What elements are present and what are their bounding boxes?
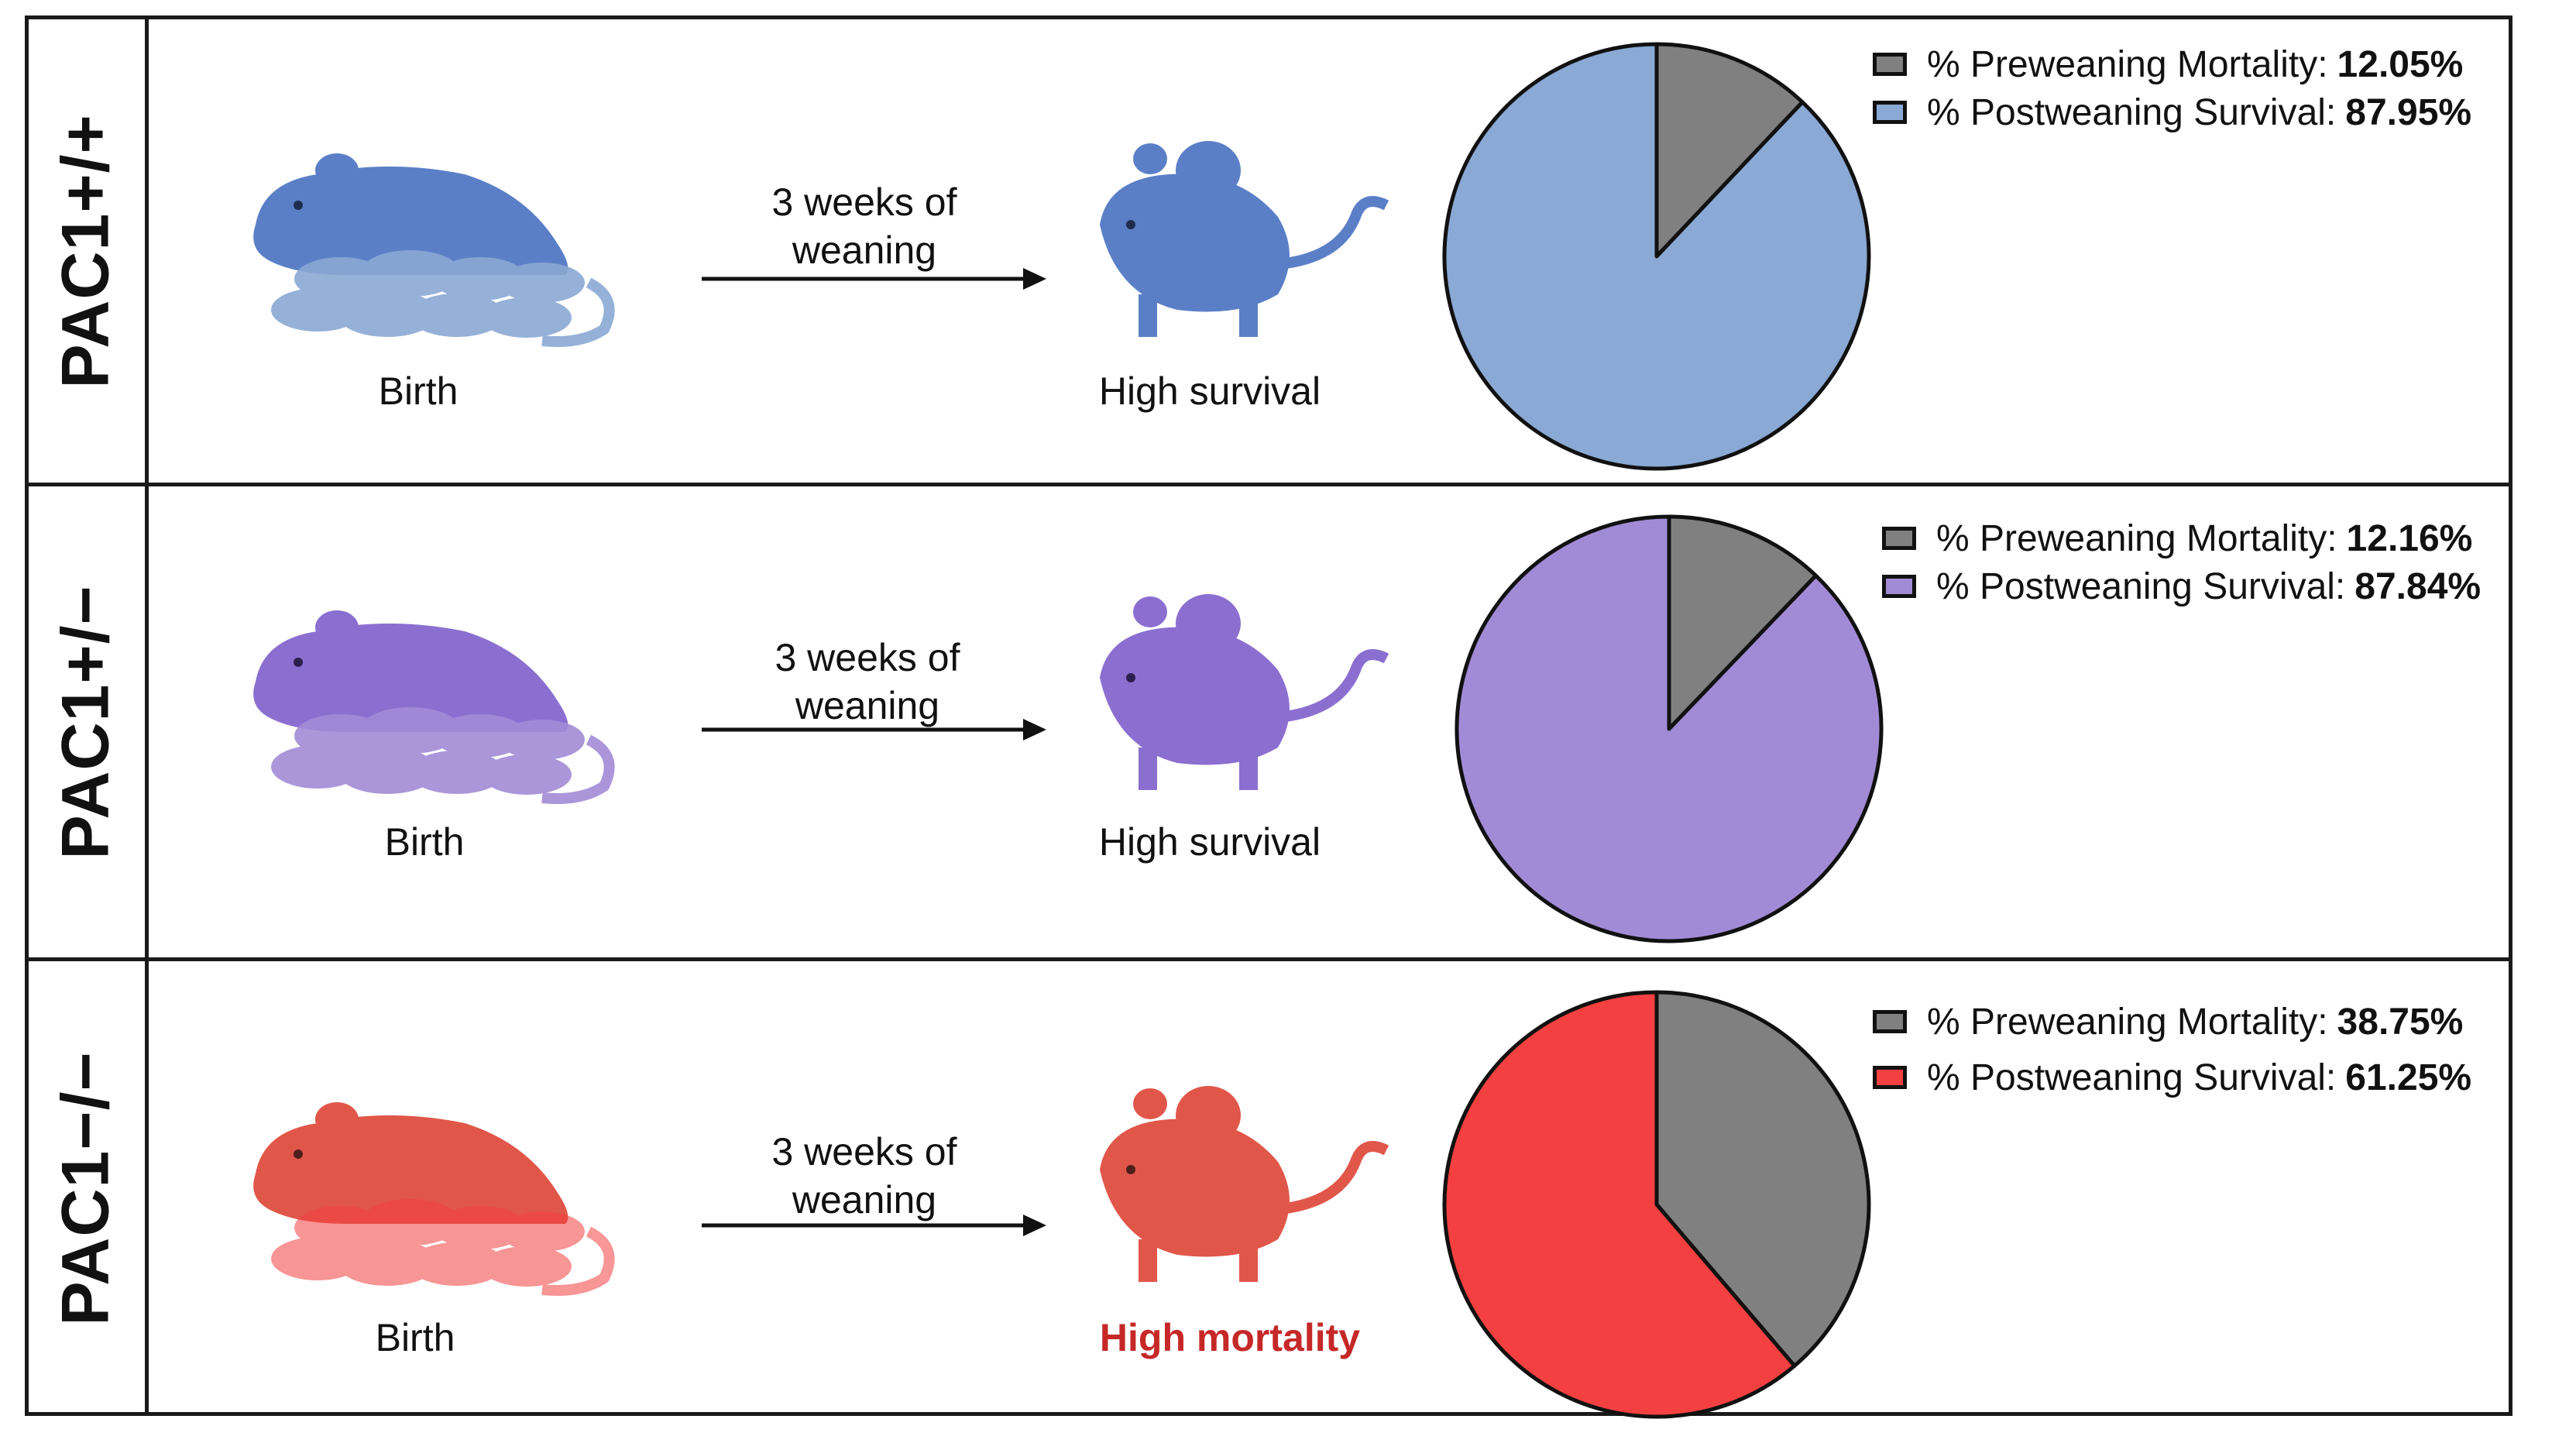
outcome-label-het: High survival <box>1098 820 1321 864</box>
legend-wt: % Preweaning Mortality: 12.05% % Postwean… <box>1873 40 2471 136</box>
outcome-label-wt: High survival <box>1098 369 1321 413</box>
legend-ko: % Preweaning Mortality: 38.75% % Postwean… <box>1873 990 2471 1101</box>
pie-chart-het <box>1455 514 1884 943</box>
genotype-label-ko: PAC1−/− <box>48 1051 123 1326</box>
legend-swatch-mortality-het <box>1882 527 1916 550</box>
row-divider-1 <box>25 483 2512 486</box>
pie-slice-survival-wt <box>1442 42 1871 471</box>
arrow-label-het: 3 weeks of weaning <box>775 636 960 727</box>
outcome-label-ko: High mortality <box>1099 1316 1361 1359</box>
arrow-het <box>702 719 1046 740</box>
legend-swatch-mortality-ko <box>1873 1010 1907 1033</box>
arrow-ko <box>702 1215 1046 1236</box>
weaned-mouse-icon-het <box>1100 594 1389 790</box>
legend-item-survival-het: % Postweaning Survival: 87.84% <box>1882 562 2481 610</box>
weaned-mouse-icon-wt <box>1100 141 1389 337</box>
mother-with-pups-icon-ko <box>253 1102 615 1296</box>
genotype-label-wt: PAC1+/+ <box>48 113 123 389</box>
legend-swatch-survival-het <box>1882 575 1916 598</box>
pie-chart-ko <box>1442 990 1871 1419</box>
legend-het: % Preweaning Mortality: 12.16% % Postwean… <box>1882 514 2481 610</box>
mother-with-pups-icon-het <box>253 610 615 804</box>
legend-item-mortality-wt: % Preweaning Mortality: 12.05% <box>1873 40 2471 88</box>
birth-label-het: Birth <box>384 820 465 864</box>
legend-item-survival-ko: % Postweaning Survival: 61.25% <box>1873 1053 2471 1101</box>
legend-swatch-survival-ko <box>1873 1066 1907 1089</box>
legend-item-survival-wt: % Postweaning Survival: 87.95% <box>1873 88 2471 136</box>
pie-slice-survival-het <box>1455 514 1884 943</box>
legend-item-mortality-ko: % Preweaning Mortality: 38.75% <box>1873 990 2471 1053</box>
birth-label-ko: Birth <box>375 1316 455 1359</box>
pie-chart-wt <box>1442 42 1871 471</box>
arrow-label-ko: 3 weeks of weaning <box>771 1130 957 1222</box>
arrow-wt <box>702 268 1046 290</box>
genotype-label-het: PAC1+/− <box>48 584 123 860</box>
outer-frame <box>25 15 2512 1416</box>
row-divider-2 <box>25 957 2512 961</box>
birth-label-wt: Birth <box>378 369 459 413</box>
arrow-label-wt: 3 weeks of weaning <box>771 180 957 272</box>
legend-swatch-survival-wt <box>1873 101 1907 124</box>
legend-swatch-mortality-wt <box>1873 53 1907 76</box>
weaned-mouse-icon-ko <box>1100 1086 1389 1282</box>
genotype-column-divider <box>145 15 149 1416</box>
pie-slice-mortality-wt <box>1654 42 1805 259</box>
pie-slice-mortality-ko <box>1654 990 1871 1368</box>
mother-with-pups-icon-wt <box>253 153 615 347</box>
pie-slice-survival-ko <box>1442 990 1797 1419</box>
legend-item-mortality-het: % Preweaning Mortality: 12.16% <box>1882 514 2481 562</box>
pie-slice-mortality-het <box>1667 514 1819 731</box>
